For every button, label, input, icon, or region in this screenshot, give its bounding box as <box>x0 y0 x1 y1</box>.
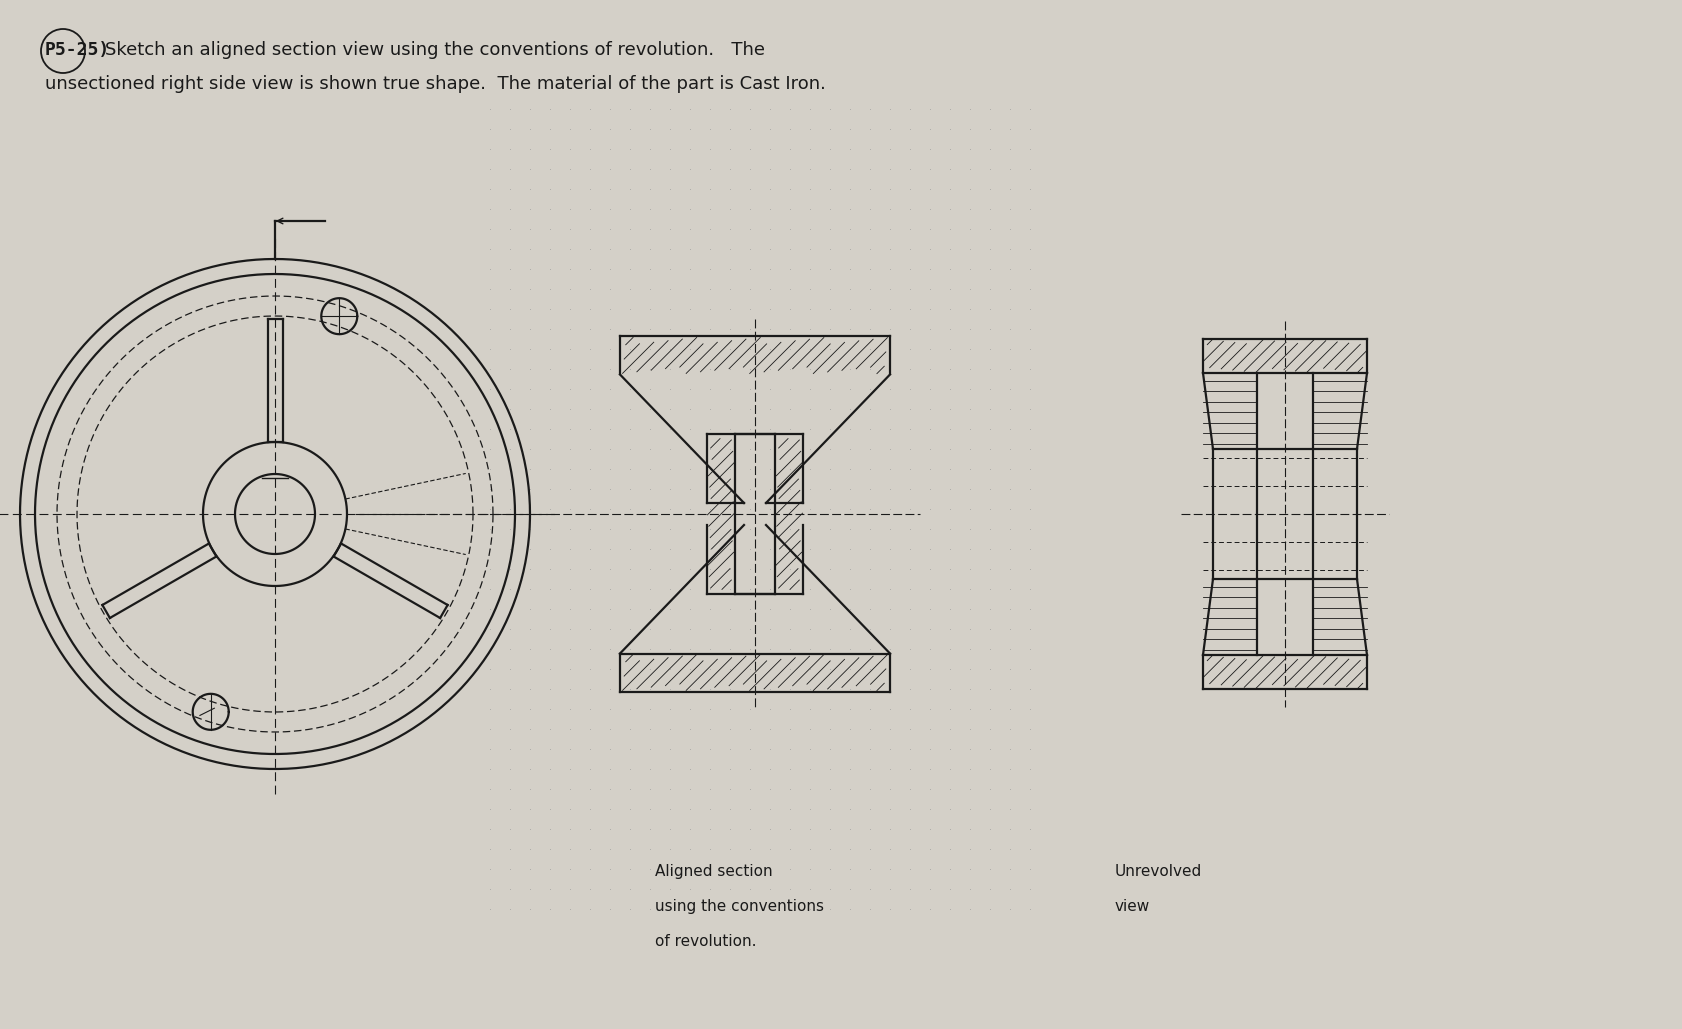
Text: using the conventions: using the conventions <box>654 899 824 914</box>
Text: Aligned section: Aligned section <box>654 864 772 879</box>
Text: of revolution.: of revolution. <box>654 934 755 949</box>
Text: P5-25): P5-25) <box>45 41 111 59</box>
Text: Sketch an aligned section view using the conventions of revolution.   The: Sketch an aligned section view using the… <box>104 41 765 59</box>
Text: Unrevolved: Unrevolved <box>1115 864 1201 879</box>
Text: unsectioned right side view is shown true shape.  The material of the part is Ca: unsectioned right side view is shown tru… <box>45 75 826 93</box>
Text: view: view <box>1115 899 1149 914</box>
